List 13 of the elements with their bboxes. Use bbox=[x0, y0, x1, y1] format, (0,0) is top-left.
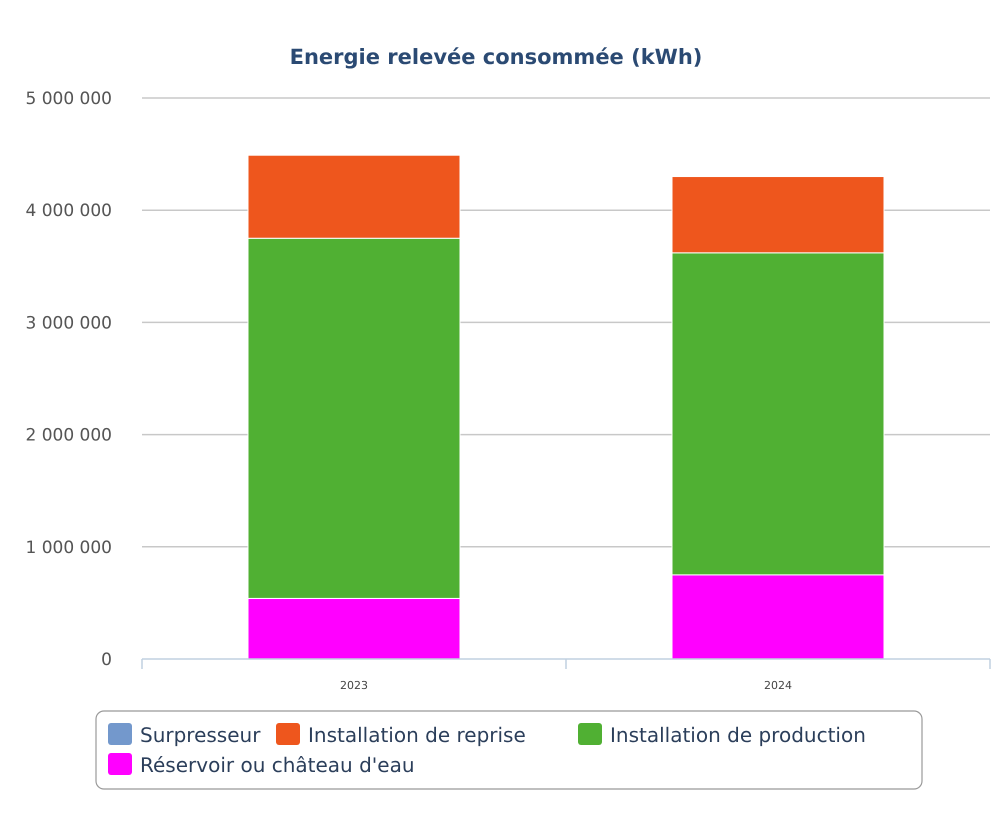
legend-label: Surpresseur bbox=[140, 723, 262, 747]
chart-title: Energie relevée consommée (kWh) bbox=[290, 45, 702, 69]
y-tick-label: 1 000 000 bbox=[25, 538, 112, 558]
legend-label: Installation de reprise bbox=[308, 723, 526, 747]
legend-label: Installation de production bbox=[610, 723, 866, 747]
legend-label: Réservoir ou château d'eau bbox=[140, 753, 415, 777]
y-tick-label: 0 bbox=[101, 650, 112, 670]
y-tick-label: 5 000 000 bbox=[25, 88, 112, 109]
x-tick-label: 2023 bbox=[340, 679, 368, 692]
y-tick-label: 4 000 000 bbox=[25, 201, 112, 222]
y-tick-label: 2 000 000 bbox=[25, 426, 112, 446]
y-tick-label: 3 000 000 bbox=[25, 313, 112, 334]
x-tick-label: 2024 bbox=[764, 679, 792, 692]
